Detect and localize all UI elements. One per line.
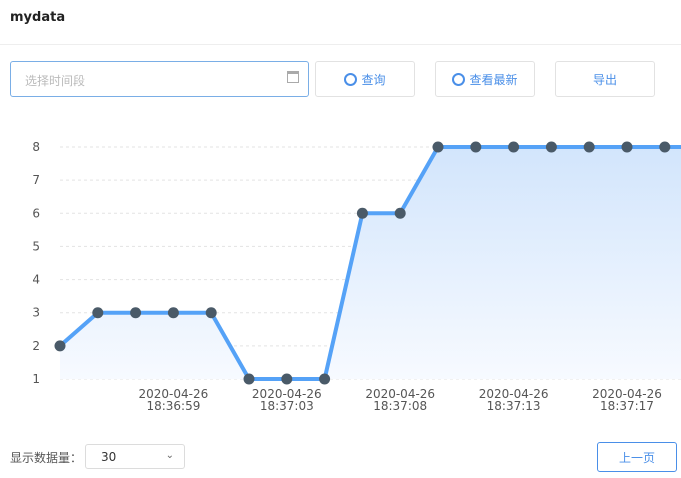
x-tick-time: 18:37:17 xyxy=(600,399,654,413)
y-tick-label: 8 xyxy=(32,140,40,154)
y-tick-label: 3 xyxy=(32,306,40,320)
data-point xyxy=(281,373,293,385)
data-point xyxy=(583,141,595,153)
data-point xyxy=(508,141,520,153)
data-point xyxy=(659,141,671,153)
data-point xyxy=(356,207,368,219)
x-tick-date: 2020-04-26 xyxy=(252,387,322,401)
prev-page-button[interactable]: 上一页 xyxy=(597,442,677,472)
x-tick-time: 18:37:03 xyxy=(260,399,314,413)
x-tick-date: 2020-04-26 xyxy=(365,387,435,401)
view-latest-label: 查看最新 xyxy=(469,72,518,87)
chevron-down-icon: ⌄ xyxy=(165,450,174,461)
query-label: 查询 xyxy=(361,72,386,87)
y-tick-label: 2 xyxy=(32,339,40,353)
x-tick-time: 18:37:13 xyxy=(487,399,541,413)
count-label: 显示数据量： xyxy=(10,451,83,465)
date-range-input[interactable]: 选择时间段 xyxy=(10,61,309,97)
data-point xyxy=(54,340,66,352)
y-tick-label: 5 xyxy=(32,239,40,253)
data-point xyxy=(394,207,406,219)
y-tick-label: 7 xyxy=(32,173,40,187)
data-point xyxy=(470,141,482,153)
area-fill xyxy=(60,147,681,379)
y-tick-label: 1 xyxy=(32,372,40,386)
export-label: 导出 xyxy=(592,72,617,87)
date-placeholder: 选择时间段 xyxy=(25,74,86,88)
export-button[interactable]: 导出 xyxy=(555,61,655,97)
page-title: mydata xyxy=(10,10,66,25)
x-tick-date: 2020-04-26 xyxy=(479,387,549,401)
y-tick-label: 6 xyxy=(32,206,40,220)
search-icon xyxy=(344,72,358,86)
view-latest-button[interactable]: 查看最新 xyxy=(435,61,535,97)
data-point xyxy=(92,307,104,319)
data-point xyxy=(205,307,217,319)
count-value: 30 xyxy=(101,450,117,464)
data-point xyxy=(545,141,557,153)
y-tick-label: 4 xyxy=(32,273,40,287)
calendar-icon xyxy=(287,71,299,83)
data-point xyxy=(167,307,179,319)
x-tick-date: 2020-04-26 xyxy=(139,387,209,401)
x-tick-time: 18:37:08 xyxy=(373,399,427,413)
divider xyxy=(0,44,681,45)
data-point xyxy=(243,373,255,385)
series-line xyxy=(58,145,681,381)
count-select[interactable]: 30 ⌄ xyxy=(85,444,185,469)
line-chart: 123456782020-04-2618:36:592020-04-2618:3… xyxy=(32,140,681,413)
data-point xyxy=(130,307,142,319)
refresh-icon xyxy=(452,72,466,86)
data-point xyxy=(319,373,331,385)
x-tick-date: 2020-04-26 xyxy=(592,387,662,401)
data-point xyxy=(432,141,444,153)
data-point xyxy=(621,141,633,153)
query-button[interactable]: 查询 xyxy=(315,61,415,97)
x-tick-time: 18:36:59 xyxy=(146,399,200,413)
